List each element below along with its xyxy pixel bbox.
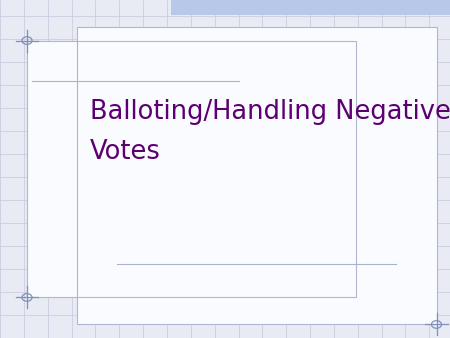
Text: Balloting/Handling Negative: Balloting/Handling Negative — [90, 99, 450, 124]
Bar — [171, 0, 450, 15]
Bar — [76, 27, 436, 324]
Text: Votes: Votes — [90, 139, 161, 165]
Bar — [27, 41, 356, 297]
